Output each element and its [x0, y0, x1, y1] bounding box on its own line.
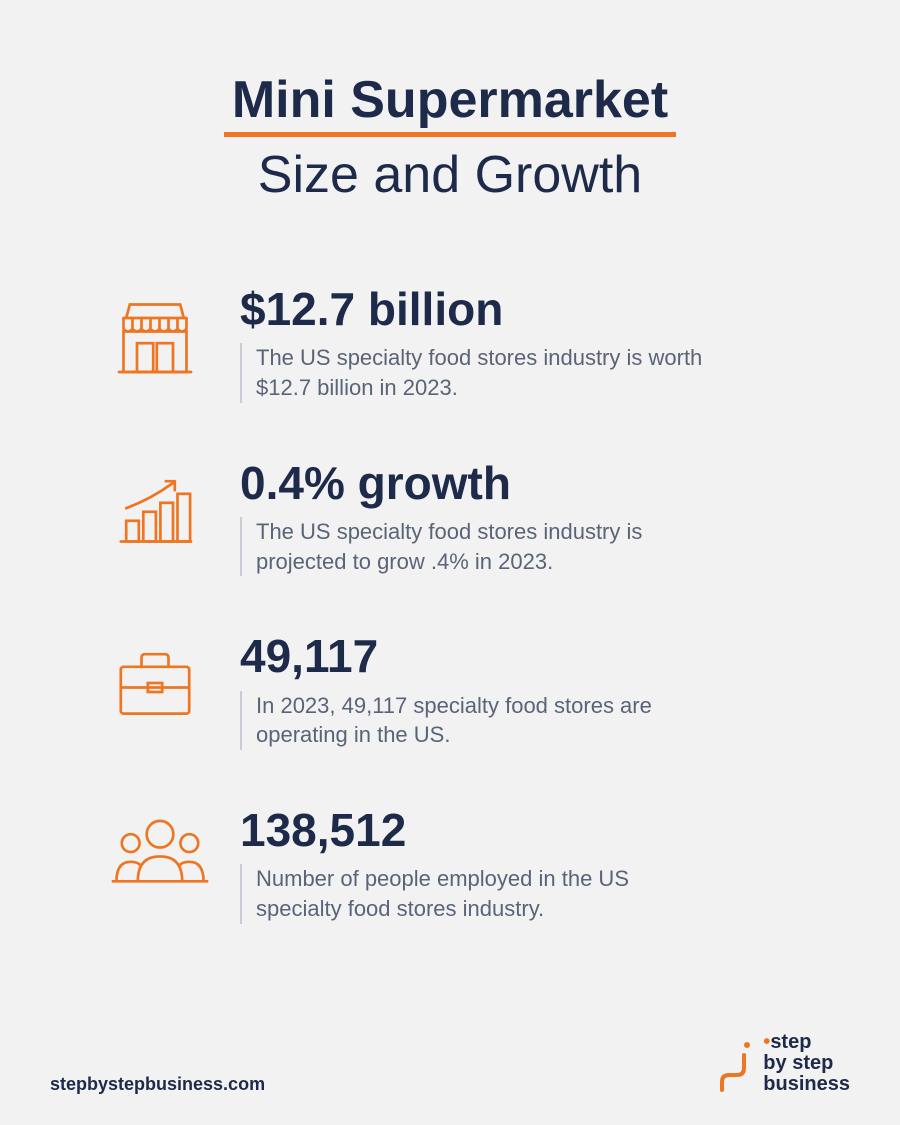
stat-value: 0.4% growth	[240, 459, 820, 507]
infographic-container: Mini Supermarket Size and Growth $12.7 b…	[0, 0, 900, 1030]
title-block: Mini Supermarket Size and Growth	[80, 70, 820, 205]
stat-row: 138,512 Number of people employed in the…	[80, 806, 820, 924]
stat-row: 49,117 In 2023, 49,117 specialty food st…	[80, 632, 820, 750]
footer-url: stepbystepbusiness.com	[50, 1074, 265, 1095]
footer-logo-text: •step by step business	[763, 1032, 850, 1095]
stat-desc: The US specialty food stores industry is…	[240, 343, 720, 402]
footer-logo: •step by step business	[717, 1032, 850, 1095]
stat-text: 0.4% growth The US specialty food stores…	[240, 459, 820, 577]
stat-value: $12.7 billion	[240, 285, 820, 333]
growth-chart-icon	[110, 459, 240, 555]
stat-desc: Number of people employed in the US spec…	[240, 864, 720, 923]
footer: stepbystepbusiness.com •step by step bus…	[50, 1032, 850, 1095]
stat-row: $12.7 billion The US specialty food stor…	[80, 285, 820, 403]
logo-line2: by step	[763, 1053, 850, 1074]
stat-desc: The US specialty food stores industry is…	[240, 517, 720, 576]
stat-text: $12.7 billion The US specialty food stor…	[240, 285, 820, 403]
stat-value: 138,512	[240, 806, 820, 854]
logo-line1: step	[770, 1031, 811, 1053]
stat-text: 138,512 Number of people employed in the…	[240, 806, 820, 924]
logo-line3: business	[763, 1074, 850, 1095]
people-icon	[110, 806, 240, 892]
storefront-icon	[110, 285, 240, 381]
stat-row: 0.4% growth The US specialty food stores…	[80, 459, 820, 577]
stat-value: 49,117	[240, 632, 820, 680]
title-line1: Mini Supermarket	[224, 70, 676, 137]
stat-text: 49,117 In 2023, 49,117 specialty food st…	[240, 632, 820, 750]
stat-desc: In 2023, 49,117 specialty food stores ar…	[240, 691, 720, 750]
title-line2: Size and Growth	[80, 145, 820, 205]
footer-logo-icon	[717, 1040, 757, 1095]
briefcase-icon	[110, 632, 240, 728]
